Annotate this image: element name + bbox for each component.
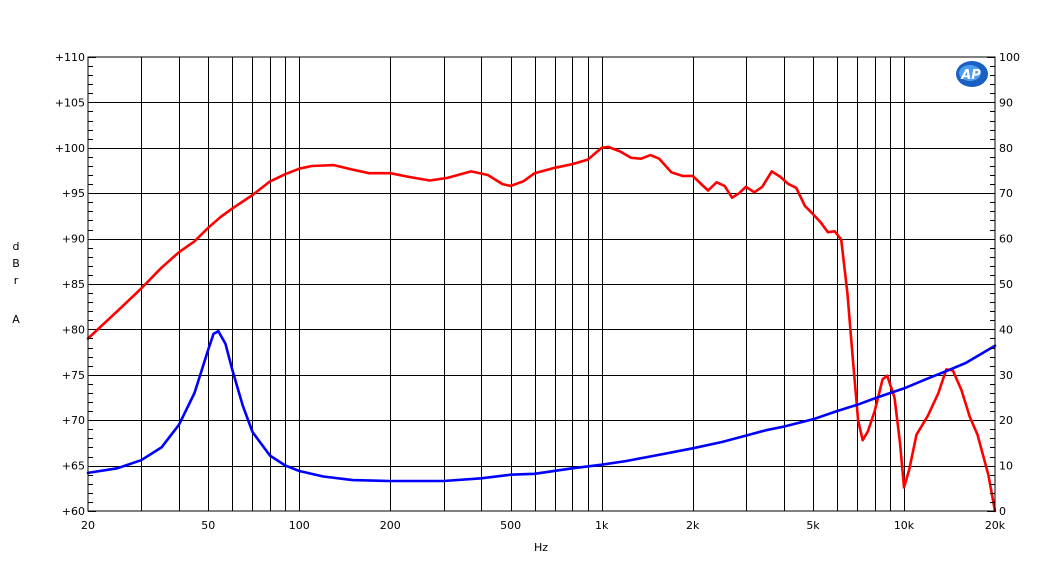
y-left-tick-labels: +60 +65 +70 +75 +80 +85 +90 +95 +100 +105 +110: [55, 51, 85, 518]
x-tick-labels: 20 50 100 200 500 1k 2k 5k 10k 20k: [81, 519, 1006, 532]
y-right-tick-label: 50: [999, 278, 1013, 291]
y-right-tick-label: 90: [999, 96, 1013, 109]
y-left-tick-label: +80: [62, 323, 85, 336]
x-tick-label: 5k: [806, 519, 820, 532]
x-axis-label: Hz: [534, 541, 548, 554]
ap-logo-text: AP: [960, 68, 981, 83]
x-tick-label: 1k: [595, 519, 609, 532]
y-right-tick-labels: 0 10 20 30 40 50 60 70 80 90 100: [999, 51, 1020, 518]
x-tick-label: 20k: [985, 519, 1006, 532]
y-left-tick-label: +110: [55, 51, 85, 64]
x-tick-label: 10k: [894, 519, 915, 532]
y-left-axis-label-letter: d: [13, 240, 20, 253]
x-tick-label: 500: [500, 519, 521, 532]
x-tick-label: 100: [289, 519, 310, 532]
y-left-axis-label-letter: r: [14, 274, 19, 287]
x-tick-label: 20: [81, 519, 95, 532]
y-right-tick-label: 100: [999, 51, 1020, 64]
y-right-tick-label: 80: [999, 142, 1013, 155]
y-left-tick-label: +100: [55, 142, 85, 155]
y-right-tick-label: 60: [999, 233, 1013, 246]
x-tick-label: 50: [201, 519, 215, 532]
y-left-tick-label: +70: [62, 414, 85, 427]
minor-ticks: [88, 57, 995, 512]
y-left-tick-label: +90: [62, 233, 85, 246]
y-left-axis-label-letter: A: [12, 313, 20, 326]
y-right-tick-label: 20: [999, 414, 1013, 427]
series-line-2: [86, 329, 997, 483]
y-left-tick-label: +105: [55, 96, 85, 109]
x-tick-label: 2k: [686, 519, 700, 532]
y-right-tick-label: 0: [999, 505, 1006, 518]
y-left-axis-label-letter: B: [12, 257, 20, 270]
y-left-tick-label: +95: [62, 187, 85, 200]
series-layer: [86, 145, 997, 513]
y-left-tick-label: +85: [62, 278, 85, 291]
y-left-tick-label: +65: [62, 460, 85, 473]
series-line-1: [86, 145, 997, 513]
x-tick-label: 200: [380, 519, 401, 532]
y-left-axis-label: dBr A: [12, 240, 20, 326]
ap-logo: AP: [956, 61, 988, 87]
y-right-tick-label: 40: [999, 323, 1013, 336]
y-left-tick-label: +60: [62, 505, 85, 518]
y-right-tick-label: 10: [999, 460, 1013, 473]
grid: [88, 57, 995, 511]
y-right-tick-label: 70: [999, 187, 1013, 200]
y-right-tick-label: 30: [999, 369, 1013, 382]
y-left-tick-label: +75: [62, 369, 85, 382]
